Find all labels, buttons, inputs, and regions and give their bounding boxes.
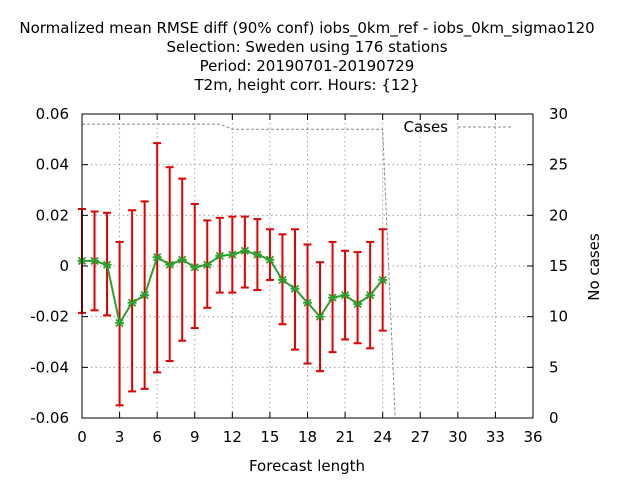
data-point xyxy=(152,252,162,262)
y2-axis-ticks: 0 5 10 15 20 25 30 xyxy=(527,105,568,427)
x-tick-label: 12 xyxy=(223,428,242,446)
data-point xyxy=(240,246,250,255)
data-point xyxy=(378,275,388,285)
x-tick-label: 30 xyxy=(448,428,467,446)
legend: Cases xyxy=(403,118,512,136)
y-tick-label: 0.04 xyxy=(36,156,69,174)
y-tick-label: -0.02 xyxy=(30,308,69,326)
x-tick-label: 18 xyxy=(298,428,317,446)
data-point xyxy=(165,260,175,269)
data-point xyxy=(353,299,363,309)
y2-axis-title: No cases xyxy=(585,233,603,301)
y-tick-label: 0.02 xyxy=(36,206,69,224)
y2-tick-label: 25 xyxy=(549,156,568,174)
cases-series xyxy=(82,123,533,419)
data-point xyxy=(202,260,212,269)
title-line-3: Period: 20190701-20190729 xyxy=(200,57,415,75)
x-tick-label: 0 xyxy=(77,428,87,446)
data-point xyxy=(277,275,287,285)
data-point xyxy=(215,251,225,261)
chart-title: Normalized mean RMSE diff (90% conf) iob… xyxy=(19,19,594,94)
y2-tick-label: 20 xyxy=(549,206,568,224)
data-point xyxy=(365,290,375,300)
cases-line xyxy=(82,123,533,419)
data-point xyxy=(303,298,312,307)
x-tick-label: 24 xyxy=(373,428,392,446)
title-line-4: T2m, height corr. Hours: {12} xyxy=(193,76,419,94)
x-tick-label: 9 xyxy=(190,428,200,446)
y-tick-label: 0.06 xyxy=(36,105,69,123)
y-tick-label: -0.04 xyxy=(30,358,69,376)
x-tick-label: 27 xyxy=(411,428,430,446)
y-axis-ticks: -0.06 -0.04 -0.02 0 0.02 0.04 0.06 xyxy=(30,105,88,427)
rmse-diff-series xyxy=(77,246,388,328)
x-tick-label: 33 xyxy=(486,428,505,446)
x-axis-title: Forecast length xyxy=(249,457,365,475)
data-point xyxy=(328,293,338,302)
y-tick-label: -0.06 xyxy=(30,409,69,427)
x-tick-label: 21 xyxy=(336,428,355,446)
data-point xyxy=(290,284,300,293)
legend-label-cases: Cases xyxy=(403,118,448,136)
data-point xyxy=(265,255,275,264)
y2-tick-label: 5 xyxy=(549,358,559,376)
data-point xyxy=(177,255,187,264)
data-point xyxy=(102,260,112,269)
data-point xyxy=(90,256,100,266)
data-point xyxy=(115,318,125,328)
x-tick-label: 3 xyxy=(115,428,125,446)
data-point xyxy=(227,250,237,259)
y2-tick-label: 10 xyxy=(549,308,568,326)
data-point xyxy=(127,298,137,307)
y2-tick-label: 0 xyxy=(549,409,559,427)
x-tick-label: 36 xyxy=(523,428,542,446)
x-tick-label: 6 xyxy=(152,428,162,446)
y2-tick-label: 15 xyxy=(549,257,568,275)
x-tick-label: 15 xyxy=(260,428,279,446)
title-line-2: Selection: Sweden using 176 stations xyxy=(166,38,447,56)
data-point xyxy=(315,312,325,321)
data-point xyxy=(190,263,200,272)
x-axis-ticks: 0 3 6 9 12 15 18 21 24 27 30 33 36 xyxy=(77,114,543,446)
data-point xyxy=(140,290,150,300)
data-point xyxy=(252,250,262,259)
y-tick-label: 0 xyxy=(59,257,69,275)
data-point xyxy=(340,290,350,300)
y2-tick-label: 30 xyxy=(549,105,568,123)
title-line-1: Normalized mean RMSE diff (90% conf) iob… xyxy=(19,19,594,38)
